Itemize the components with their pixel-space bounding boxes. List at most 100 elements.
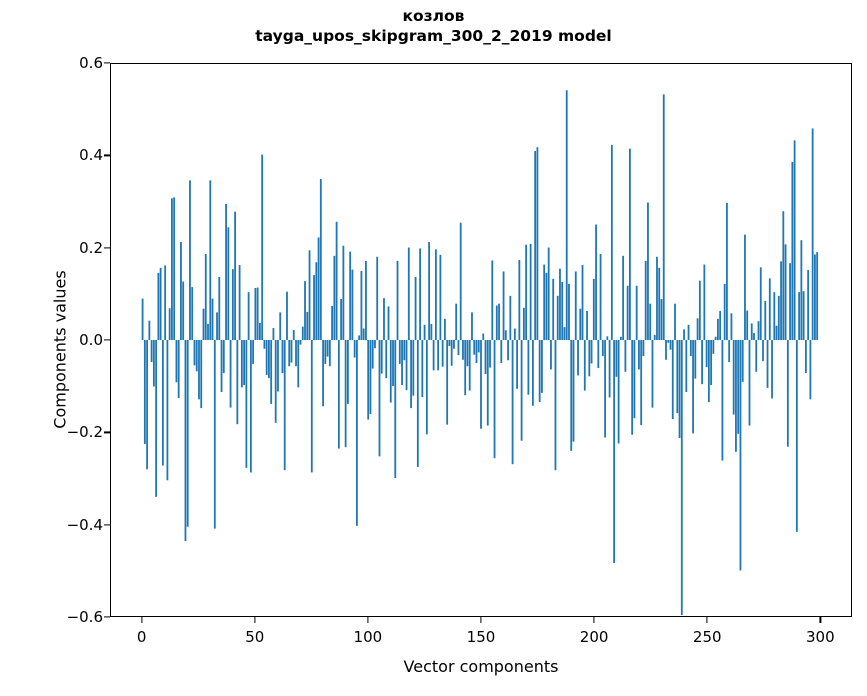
bar bbox=[601, 340, 604, 357]
x-axis-label: Vector components bbox=[403, 657, 559, 676]
bar bbox=[800, 240, 803, 340]
bar bbox=[425, 340, 428, 435]
y-tick-label: 0.2 bbox=[79, 238, 103, 257]
bar bbox=[186, 340, 189, 527]
bar bbox=[667, 340, 670, 343]
bar bbox=[281, 340, 284, 374]
bar bbox=[351, 269, 354, 340]
bar bbox=[556, 295, 559, 340]
bar bbox=[216, 312, 218, 340]
bar bbox=[617, 340, 620, 444]
bar bbox=[771, 340, 773, 399]
bar bbox=[383, 298, 385, 340]
bar bbox=[148, 320, 151, 340]
bar bbox=[193, 340, 196, 366]
bar bbox=[477, 340, 480, 353]
bar bbox=[464, 340, 467, 396]
y-tick-mark bbox=[104, 339, 110, 341]
bar bbox=[658, 267, 661, 340]
bar bbox=[410, 340, 412, 409]
bar bbox=[306, 311, 309, 340]
bar bbox=[159, 267, 162, 340]
bar bbox=[473, 340, 476, 355]
y-tick-mark bbox=[104, 524, 110, 526]
bar bbox=[568, 283, 570, 340]
bar bbox=[561, 282, 564, 340]
bar bbox=[525, 244, 528, 340]
bar bbox=[457, 340, 460, 356]
bar bbox=[324, 340, 327, 364]
bar bbox=[416, 340, 419, 467]
bar bbox=[173, 197, 176, 340]
bar bbox=[288, 340, 291, 367]
bar bbox=[297, 340, 300, 388]
x-axis-ticks: 0 50 100 150 200 250 300 bbox=[0, 617, 867, 657]
bar bbox=[342, 245, 345, 340]
bar bbox=[326, 340, 329, 357]
bar bbox=[168, 308, 171, 340]
x-tick-label: 300 bbox=[806, 628, 835, 646]
bar bbox=[762, 340, 764, 362]
title-line-2: tayga_upos_skipgram_300_2_2019 model bbox=[255, 27, 612, 45]
bar bbox=[543, 264, 546, 340]
bar bbox=[184, 340, 187, 542]
bar bbox=[261, 154, 264, 340]
bar bbox=[599, 253, 602, 340]
chart-title: козлов tayga_upos_skipgram_300_2_2019 mo… bbox=[0, 6, 867, 46]
bar bbox=[371, 340, 374, 369]
bar bbox=[545, 272, 548, 340]
bar bbox=[455, 303, 458, 340]
x-tick-mark bbox=[819, 617, 821, 623]
bar bbox=[480, 340, 482, 429]
bar bbox=[541, 340, 543, 393]
bar bbox=[369, 340, 372, 415]
bar-series-canvas bbox=[141, 90, 819, 616]
bar bbox=[270, 340, 273, 404]
bar bbox=[744, 234, 746, 340]
bar bbox=[565, 90, 568, 340]
bar bbox=[689, 340, 692, 357]
bar bbox=[608, 340, 611, 398]
bar bbox=[222, 340, 225, 374]
y-tick-mark bbox=[104, 247, 110, 249]
bar bbox=[191, 287, 194, 340]
bar bbox=[680, 340, 683, 616]
bar bbox=[367, 340, 370, 420]
bar bbox=[610, 144, 613, 340]
bar bbox=[737, 340, 740, 434]
bar bbox=[527, 340, 530, 395]
bar bbox=[225, 203, 227, 340]
bar bbox=[157, 272, 160, 340]
y-tick-label: −0.4 bbox=[66, 515, 103, 534]
bar bbox=[635, 285, 638, 340]
bar bbox=[581, 265, 584, 340]
bar bbox=[647, 202, 649, 340]
bar bbox=[676, 340, 679, 414]
x-tick-mark bbox=[254, 617, 256, 623]
bar bbox=[653, 334, 656, 340]
bar bbox=[446, 340, 449, 425]
bar bbox=[640, 340, 643, 426]
bar bbox=[231, 269, 234, 340]
bar bbox=[161, 340, 164, 466]
bar bbox=[660, 299, 663, 340]
bar bbox=[220, 340, 223, 392]
bar bbox=[574, 271, 577, 340]
bar bbox=[669, 340, 672, 350]
bar bbox=[414, 276, 417, 340]
bar bbox=[319, 179, 322, 340]
bar bbox=[536, 147, 539, 340]
y-tick-label: −0.6 bbox=[66, 608, 103, 626]
bar bbox=[687, 324, 690, 340]
bar bbox=[346, 340, 349, 404]
bar bbox=[308, 250, 311, 340]
bar bbox=[299, 340, 302, 345]
bar bbox=[462, 340, 464, 360]
bar bbox=[385, 340, 388, 379]
bar bbox=[482, 333, 485, 340]
bar bbox=[376, 256, 379, 340]
bar bbox=[392, 340, 394, 387]
bar bbox=[656, 256, 658, 340]
bar bbox=[816, 252, 819, 340]
